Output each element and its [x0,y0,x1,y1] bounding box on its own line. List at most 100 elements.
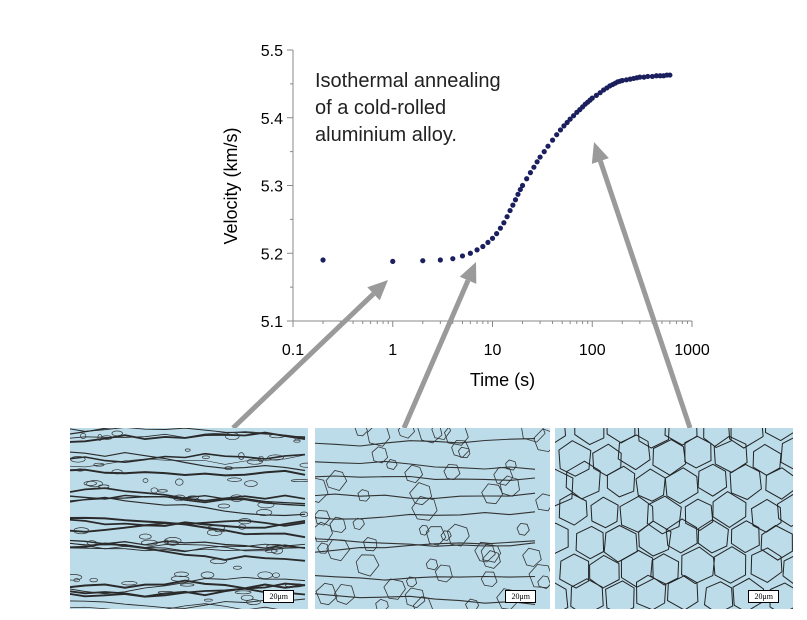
grain [732,577,764,609]
grain [635,468,666,502]
grain [728,428,764,449]
micrograph-cold-rolled: 20μm [70,428,308,609]
x-tick-label: 100 [579,342,606,359]
grain [86,480,103,488]
data-point [480,243,486,250]
grain [729,463,762,501]
scale-bar-label: 20μm [263,590,294,603]
data-point [549,137,556,143]
grain [404,464,424,484]
grain-boundary [70,542,306,552]
grain [246,458,263,465]
grain [86,540,97,546]
arrow-shaft [597,160,693,428]
grain [256,509,273,516]
grain [664,428,698,446]
grain [271,547,283,555]
y-tick-label: 5.4 [261,111,283,128]
grain [386,459,398,470]
pointer-arrows [231,142,693,428]
grain [217,503,231,509]
grain [703,428,732,448]
grain-boundary [70,542,306,562]
arrow-head [367,280,388,301]
grain [760,524,793,561]
grain [592,443,622,477]
grain-boundary [70,539,306,550]
data-point [497,225,503,231]
data-point [545,143,551,149]
data-points [320,72,673,264]
grain [371,446,389,464]
grain [232,565,242,570]
grain [605,580,635,609]
deformed-grain-structure [70,428,308,609]
data-point [524,176,530,182]
grain [240,594,254,601]
grain [443,463,461,481]
x-axis-label: Time (s) [470,370,535,390]
x-tick-label: 10 [484,342,502,359]
grain [434,564,453,583]
grain-boundary [70,428,112,435]
grain [451,440,470,458]
grain [187,495,200,500]
y-tick-label: 5.3 [261,179,283,196]
grain [355,554,380,577]
grain-boundary [70,603,278,609]
grain [326,539,351,562]
grain [315,477,329,503]
grain [207,525,226,531]
grain [404,587,426,609]
y-axis-label: Velocity (km/s) [221,127,241,244]
grain [637,428,670,449]
grain [206,529,223,536]
grain [293,439,301,443]
grain [712,546,747,584]
grain [175,478,184,486]
grain [397,428,415,439]
grain [73,527,90,535]
micrograph-recrystallized: 20μm [555,428,793,609]
pointer-arrow [231,280,388,428]
data-point [519,182,526,189]
grain [202,455,210,459]
grain [140,539,158,546]
grain [635,574,667,609]
grain [782,556,793,584]
grain [257,571,273,579]
pointer-arrow [401,262,477,428]
grain [354,428,368,437]
grain [138,533,152,540]
grain [111,430,123,437]
grain [375,598,389,609]
grain [173,571,189,577]
grain [80,433,87,439]
grain [150,487,159,494]
grain [516,522,530,536]
data-point [320,257,326,263]
grain-boundary [70,519,306,533]
grain [163,539,170,544]
data-point [619,77,625,84]
grain [121,581,138,586]
grain [257,501,275,509]
data-point [467,250,473,256]
data-point [534,159,540,165]
grain [559,553,590,589]
grain [267,454,284,461]
grain [697,463,728,497]
grain [180,583,195,587]
grain [646,495,682,535]
y-tick-label: 5.1 [261,314,283,331]
grain-boundary [315,593,536,605]
grain-boundary [315,460,536,470]
data-point [494,231,500,237]
grain [533,428,550,453]
grain-boundary [315,438,536,447]
data-point [541,149,547,155]
grain [493,466,514,486]
scale-bar-label: 20μm [748,590,779,603]
grain [329,516,347,533]
grain [555,522,569,554]
